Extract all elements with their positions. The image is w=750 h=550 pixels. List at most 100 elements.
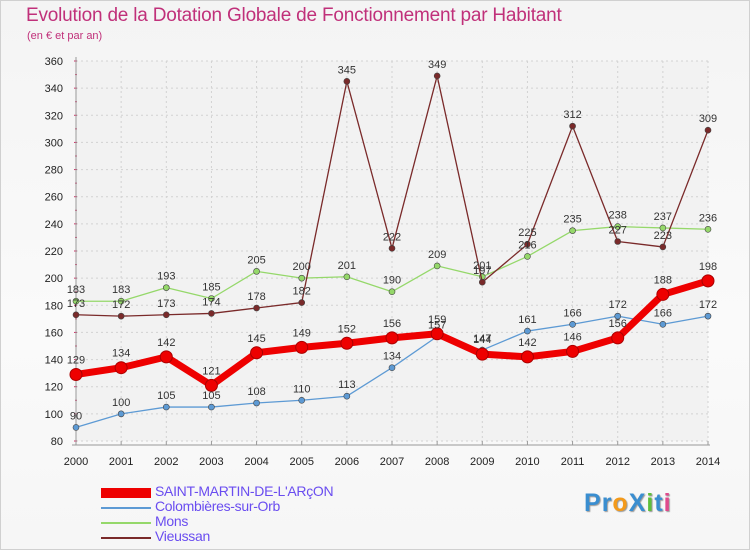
series-point: [208, 310, 215, 317]
data-label: 166: [563, 307, 581, 319]
x-tick-label: 2008: [425, 456, 449, 468]
series-point: [117, 410, 125, 418]
data-label: 113: [338, 379, 356, 391]
y-tick-label: 300: [45, 137, 63, 149]
series-point: [475, 347, 489, 361]
series-point: [433, 72, 441, 80]
series-lines: [69, 72, 715, 431]
data-label: 309: [699, 113, 717, 125]
legend-label: Colombières-sur-Orb: [155, 498, 280, 514]
legend-swatch: [101, 507, 151, 509]
data-label: 146: [563, 331, 581, 343]
data-label: 178: [247, 291, 265, 303]
y-tick-label: 260: [45, 192, 63, 204]
series-point: [611, 331, 625, 345]
series-point: [253, 399, 260, 407]
data-label: 205: [247, 254, 265, 266]
series-point: [614, 238, 622, 245]
data-label: 172: [699, 299, 717, 311]
data-label: 216: [518, 239, 536, 251]
y-tick-label: 200: [45, 273, 63, 285]
series-point: [72, 297, 80, 305]
series-point: [614, 312, 622, 320]
data-label: 223: [654, 230, 672, 242]
x-tick-label: 2007: [380, 456, 404, 468]
legend-label: Vieussan: [155, 528, 210, 544]
series-0: [69, 274, 715, 392]
y-tick-label: 280: [45, 165, 63, 177]
data-label: 190: [383, 275, 401, 287]
y-tick-label: 340: [45, 83, 63, 95]
data-label: 183: [112, 284, 130, 296]
series-3: [72, 72, 712, 320]
series-point: [659, 320, 667, 328]
series-point: [704, 126, 712, 134]
data-label: 237: [654, 211, 672, 223]
y-tick-label: 80: [51, 436, 63, 448]
data-label: 209: [428, 249, 446, 261]
series-point: [72, 424, 80, 431]
series-point: [656, 287, 670, 301]
series-point: [524, 253, 531, 260]
logo-letter: i: [646, 489, 655, 517]
x-tick-label: 2000: [64, 456, 88, 468]
data-label: 183: [67, 284, 85, 296]
y-tick-label: 160: [45, 327, 63, 339]
series-point: [343, 392, 351, 400]
x-tick-label: 2014: [696, 456, 720, 468]
series-point: [343, 273, 351, 281]
series-point: [433, 262, 441, 270]
series-point: [208, 295, 215, 302]
data-label: 225: [518, 227, 536, 239]
data-label: 144: [473, 334, 491, 346]
data-label: 182: [293, 286, 311, 298]
data-label: 121: [202, 365, 220, 377]
x-tick-label: 2004: [244, 456, 268, 468]
x-tick-label: 2011: [561, 456, 585, 468]
series-point: [72, 311, 80, 319]
x-tick-label: 2012: [605, 456, 629, 468]
data-label: 142: [518, 337, 536, 349]
series-point: [569, 227, 576, 234]
logo-letter: r: [601, 489, 613, 517]
legend-label: Mons: [155, 513, 189, 529]
grid: [75, 60, 709, 442]
data-label: 152: [338, 323, 356, 335]
series-point: [295, 340, 309, 354]
data-label: 105: [157, 390, 175, 402]
y-tick-label: 180: [45, 300, 63, 312]
data-label: 238: [609, 210, 627, 222]
series-point: [298, 299, 306, 306]
data-label: 201: [473, 260, 491, 272]
legend-label: SAINT-MARTIN-DE-L'ARçON: [155, 483, 334, 499]
y-tick-label: 360: [45, 56, 63, 68]
series-point: [524, 240, 531, 248]
series-point: [204, 378, 218, 392]
data-label: 227: [609, 225, 627, 237]
series-point: [298, 396, 306, 404]
series-point: [569, 320, 576, 328]
series-point: [704, 225, 712, 233]
data-label: 156: [609, 318, 627, 330]
data-label: 108: [247, 386, 265, 398]
x-tick-label: 2002: [154, 456, 178, 468]
data-label: 198: [699, 261, 717, 273]
data-label: 222: [383, 231, 401, 243]
chart-title: Evolution de la Dotation Globale de Fonc…: [26, 5, 562, 26]
series-point: [114, 361, 128, 375]
data-label: 134: [383, 351, 401, 363]
data-label: 90: [70, 410, 82, 422]
data-label: 185: [202, 282, 220, 294]
series-point: [524, 327, 531, 335]
y-tick-label: 220: [45, 246, 63, 258]
data-labels: 90 100 105 105 108 110 113 134 157 147 161 166 172 16…: [67, 59, 717, 422]
y-tick-label: 140: [45, 355, 63, 367]
data-label: 312: [563, 109, 581, 121]
chart-subtitle: (en € et par an): [27, 30, 103, 42]
legend-swatch: [101, 537, 151, 539]
series-point: [569, 122, 576, 130]
series-point: [253, 268, 260, 275]
series-point: [614, 223, 622, 230]
data-label: 142: [157, 337, 175, 349]
